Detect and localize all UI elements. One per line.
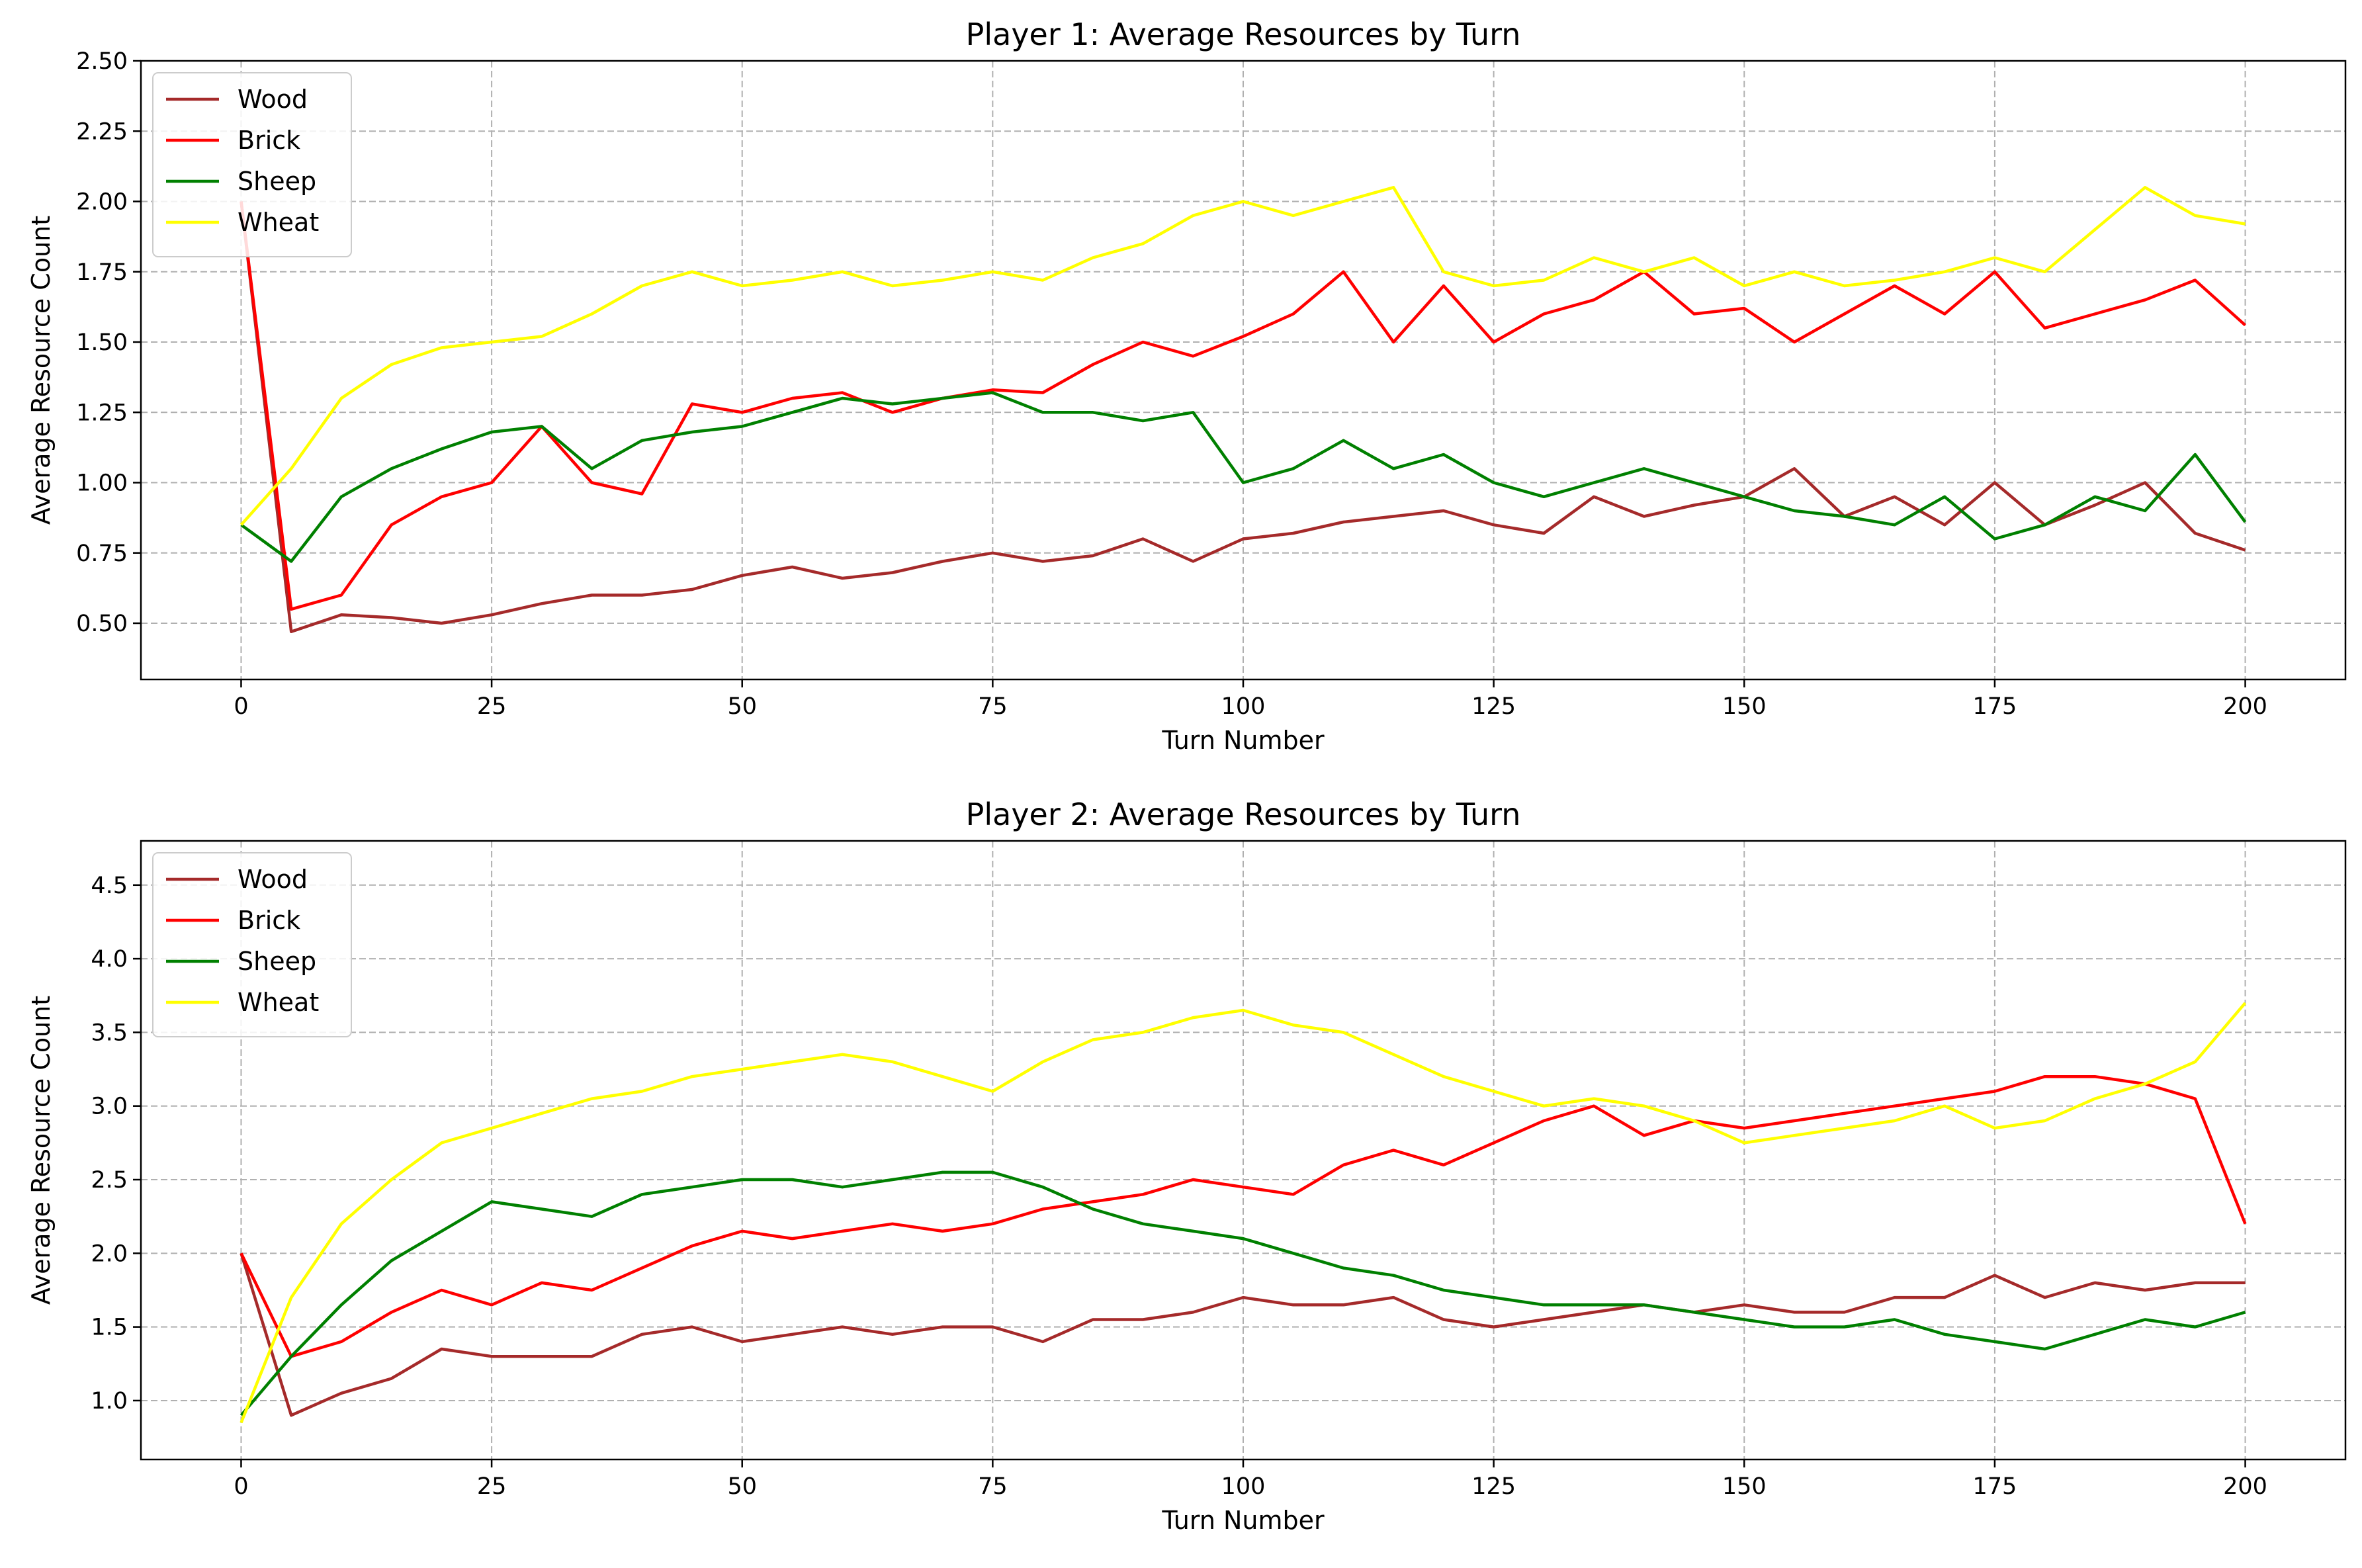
y-axis-label: Average Resource Count (26, 216, 56, 525)
series-line-wood (240, 1252, 2246, 1417)
y-tick-label: 4.5 (91, 873, 128, 899)
series-line-wood (240, 201, 2246, 634)
x-axis-label: Turn Number (1161, 726, 1325, 755)
x-tick-label: 75 (978, 693, 1008, 720)
y-tick-label: 1.00 (76, 470, 128, 497)
legend: Wood Brick Sheep Wheat (152, 72, 352, 257)
y-tick-label: 2.50 (76, 48, 128, 75)
x-tick-label: 125 (1471, 693, 1516, 720)
x-tick-label: 150 (1722, 1473, 1767, 1500)
series-line-brick (240, 1074, 2247, 1358)
series-line-brick (240, 201, 2247, 611)
legend-label-wheat: Wheat (238, 988, 319, 1017)
y-tick-label: 0.50 (76, 611, 128, 637)
x-tick-label: 150 (1722, 693, 1767, 720)
legend-box (152, 852, 352, 1037)
chart-panel-2: 0 25 50 75 100 125 150 175 200 1.0 1.5 2.0 2.5 3.0 3.5… (26, 797, 2347, 1535)
series-line-wheat (240, 1002, 2247, 1424)
x-tick-label: 25 (477, 693, 507, 720)
x-tick-label: 75 (978, 1473, 1008, 1500)
y-tick-label: 1.5 (91, 1315, 128, 1341)
legend-label-brick: Brick (238, 906, 300, 935)
y-tick-label: 1.25 (76, 400, 128, 426)
y-tick-label: 0.75 (76, 541, 128, 567)
x-tick-label: 25 (477, 1473, 507, 1500)
legend-label-wheat: Wheat (238, 208, 319, 237)
x-tick-label: 0 (234, 1473, 248, 1500)
legend-box (152, 72, 352, 257)
x-tick-label: 50 (727, 1473, 757, 1500)
y-tick-label: 2.00 (76, 189, 128, 216)
x-tick-label: 100 (1221, 1473, 1266, 1500)
x-tick-label: 200 (2223, 1473, 2267, 1500)
legend: Wood Brick Sheep Wheat (152, 852, 352, 1037)
x-axis-label: Turn Number (1161, 1506, 1325, 1535)
y-tick-label: 4.0 (91, 946, 128, 973)
x-tick-label: 200 (2223, 693, 2267, 720)
y-tick-label: 2.5 (91, 1167, 128, 1194)
x-tick-label: 0 (234, 693, 248, 720)
series-line-sheep (240, 391, 2247, 563)
y-tick-label: 2.0 (91, 1241, 128, 1267)
series-line-sheep (240, 1170, 2246, 1416)
chart-title: Player 1: Average Resources by Turn (966, 17, 1521, 52)
legend-label-wood: Wood (238, 85, 308, 114)
y-tick-label: 3.0 (91, 1094, 128, 1120)
y-axis-label: Average Resource Count (26, 996, 56, 1305)
legend-label-sheep: Sheep (238, 167, 316, 196)
x-tick-label: 100 (1221, 693, 1266, 720)
series-line-wheat (240, 186, 2246, 526)
legend-label-sheep: Sheep (238, 947, 316, 976)
y-tick-label: 1.50 (76, 329, 128, 356)
chart-title: Player 2: Average Resources by Turn (966, 797, 1521, 832)
x-tick-label: 175 (1973, 1473, 2017, 1500)
legend-label-brick: Brick (238, 126, 300, 155)
y-tick-label: 1.0 (91, 1388, 128, 1415)
x-tick-label: 50 (727, 693, 757, 720)
y-tick-label: 2.25 (76, 118, 128, 145)
chart-panel-1: 0 25 50 75 100 125 150 175 200 0.50 0.75 1.00 1.25 1.… (26, 17, 2347, 755)
legend-label-wood: Wood (238, 865, 308, 894)
x-tick-label: 125 (1471, 1473, 1516, 1500)
x-tick-label: 175 (1973, 693, 2017, 720)
y-tick-label: 3.5 (91, 1020, 128, 1046)
y-tick-label: 1.75 (76, 259, 128, 286)
